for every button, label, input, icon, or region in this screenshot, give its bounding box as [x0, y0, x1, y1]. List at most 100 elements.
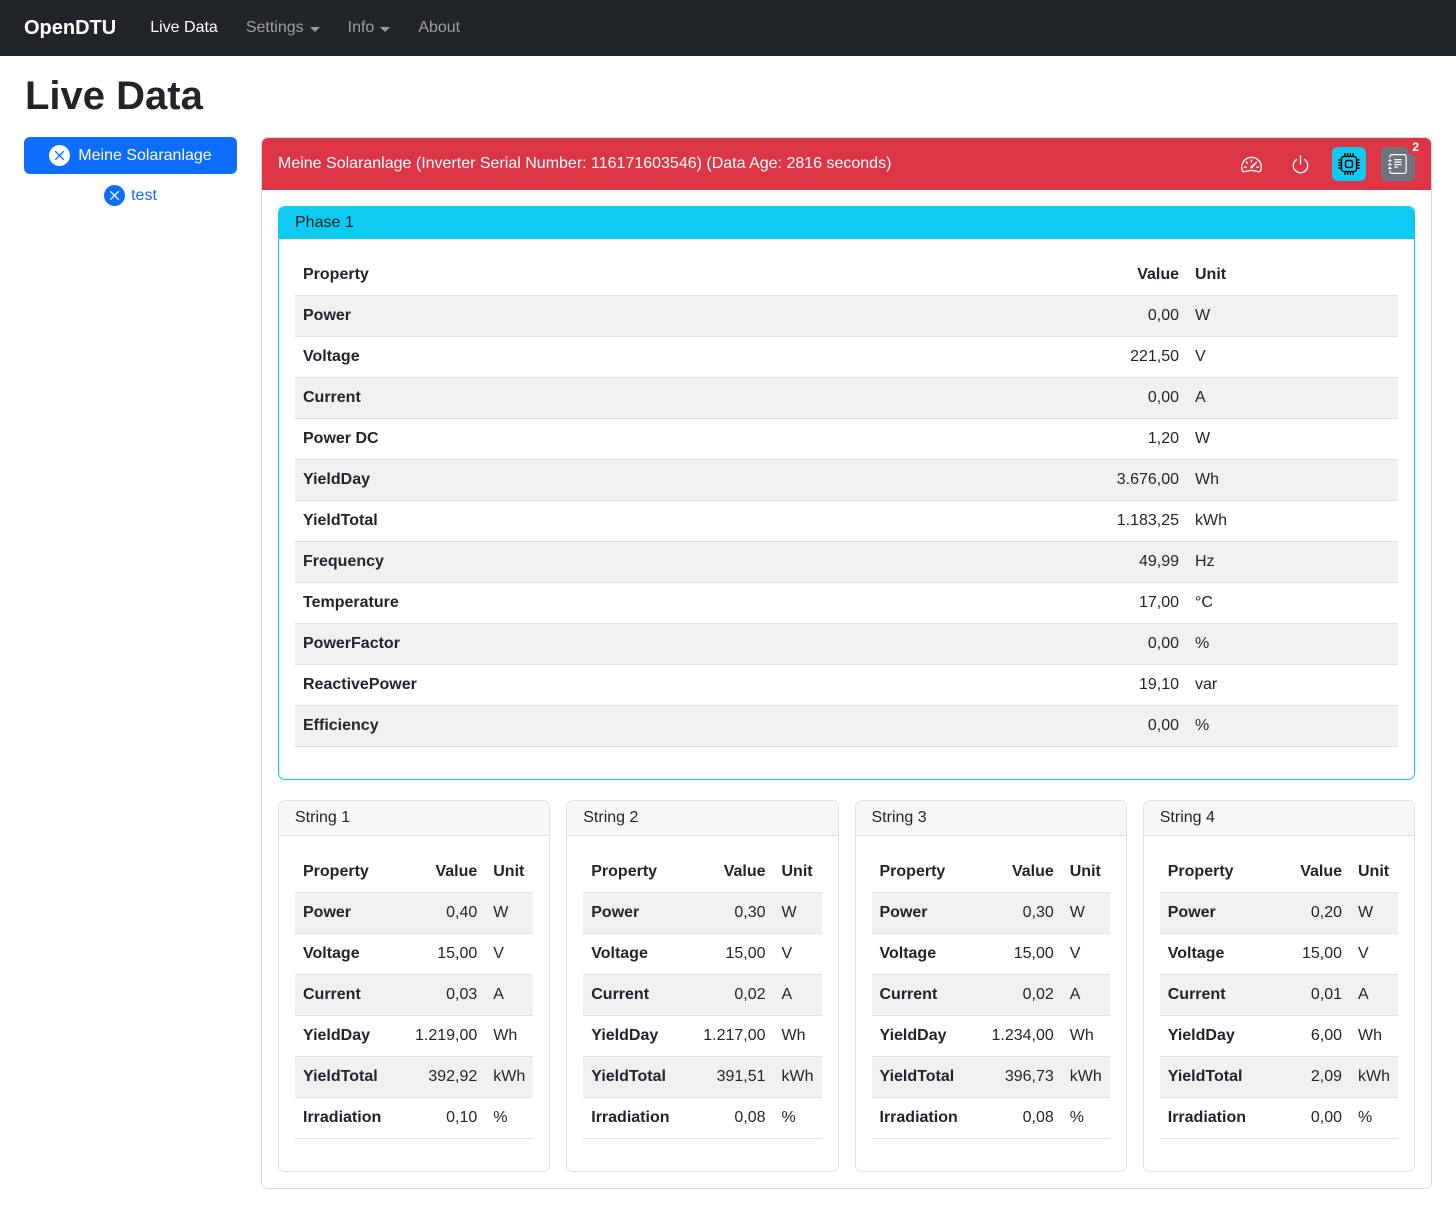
table-row: YieldTotal 392,92 kWh [295, 1056, 534, 1098]
value-cell: 15,00 [981, 933, 1062, 975]
property-cell: Current [583, 974, 694, 1016]
nav-item-about-label: About [418, 19, 461, 36]
table-row: Voltage 15,00 V [1159, 933, 1398, 975]
value-cell: 15,00 [1270, 933, 1350, 975]
inverter-toolbar: 2 [1234, 138, 1424, 181]
value-cell: 0,02 [981, 974, 1062, 1016]
unit-cell: Wh [1061, 1015, 1110, 1057]
strings-row: String 1 Property Value Unit Power 0,40 W Volt… [278, 800, 1415, 1172]
nav-item-info[interactable]: Info [340, 11, 399, 45]
property-cell: Efficiency [295, 705, 1037, 747]
unit-cell: Wh [773, 1015, 822, 1057]
column-header-property: Property [1159, 852, 1270, 893]
value-cell: 2,09 [1270, 1056, 1350, 1098]
property-cell: Irradiation [871, 1097, 982, 1139]
value-cell: 392,92 [405, 1056, 486, 1098]
unit-cell: A [1350, 974, 1398, 1016]
property-cell: PowerFactor [295, 623, 1037, 665]
unit-cell: % [1061, 1097, 1110, 1139]
value-cell: 0,00 [1270, 1097, 1350, 1139]
value-cell: 0,00 [1037, 705, 1187, 747]
nav-item-live-data-label: Live Data [150, 19, 218, 36]
column-header-property: Property [583, 852, 694, 893]
unit-cell: Wh [1350, 1015, 1398, 1057]
string-1-table: Property Value Unit Power 0,40 W Voltage 15,00 V… [295, 852, 534, 1139]
power-button[interactable] [1283, 147, 1317, 181]
table-row: Irradiation 0,10% [295, 1097, 534, 1139]
property-cell: Power [295, 295, 1037, 337]
chevron-down-icon [380, 26, 391, 32]
table-row: Power DC 1,20 W [295, 418, 1398, 460]
unit-cell: var [1187, 664, 1398, 706]
unit-cell: V [773, 933, 822, 975]
cpu-icon [1338, 153, 1360, 175]
event-log-button[interactable]: 2 [1381, 138, 1424, 181]
property-cell: Current [295, 974, 406, 1016]
table-row: YieldDay 3.676,00 Wh [295, 459, 1398, 501]
value-cell: 0,00 [1037, 623, 1187, 665]
property-cell: YieldDay [583, 1015, 694, 1057]
property-cell: Temperature [295, 582, 1037, 624]
table-row: YieldDay 1.219,00 Wh [295, 1015, 534, 1057]
nav-item-info-label: Info [347, 19, 375, 36]
value-cell: 221,50 [1037, 336, 1187, 378]
property-cell: Current [1159, 974, 1270, 1016]
table-row: PowerFactor 0,00% [295, 623, 1398, 665]
property-cell: Current [295, 377, 1037, 419]
value-cell: 15,00 [693, 933, 774, 975]
value-cell: 3.676,00 [1037, 459, 1187, 501]
value-cell: 0,30 [981, 892, 1062, 934]
nav-item-live-data[interactable]: Live Data [142, 11, 226, 45]
journal-text-icon [1388, 154, 1407, 174]
unit-cell: W [485, 892, 534, 934]
table-header-row: Property Value Unit [871, 852, 1110, 893]
property-cell: Irradiation [583, 1097, 694, 1139]
table-header-row: Property Value Unit [295, 852, 534, 893]
column-header-value: Value [405, 852, 486, 893]
property-cell: YieldDay [871, 1015, 982, 1057]
table-row: YieldDay 1.234,00 Wh [871, 1015, 1110, 1057]
nav-item-about[interactable]: About [410, 11, 468, 45]
unit-cell: kWh [1187, 500, 1398, 542]
value-cell: 396,73 [981, 1056, 1062, 1098]
value-cell: 17,00 [1037, 582, 1187, 624]
unit-cell: A [485, 974, 534, 1016]
property-cell: YieldDay [295, 459, 1037, 501]
nav-item-settings-label: Settings [245, 19, 304, 36]
unit-cell: % [485, 1097, 534, 1139]
phase-table: Property Value Unit Power 0,00 W Voltage 221,50… [295, 255, 1398, 747]
column-header-unit: Unit [1061, 852, 1110, 893]
string-2-table: Property Value Unit Power 0,30 W Voltage 15,00 V… [583, 852, 822, 1139]
value-cell: 1.217,00 [693, 1015, 774, 1057]
inverter-panel-title: Meine Solaranlage (Inverter Serial Numbe… [278, 155, 892, 172]
unit-cell: Hz [1187, 541, 1398, 583]
property-cell: Voltage [295, 336, 1037, 378]
unit-cell: V [1187, 336, 1398, 378]
column-header-value: Value [1037, 255, 1187, 296]
value-cell: 0,01 [1270, 974, 1350, 1016]
navbar-brand[interactable]: OpenDTU [24, 16, 117, 39]
table-row: Irradiation 0,08% [871, 1097, 1110, 1139]
inverter-button-meine-solaranlage[interactable]: Meine Solaranlage [24, 137, 237, 174]
limit-settings-button[interactable] [1234, 147, 1268, 181]
unit-cell: % [1350, 1097, 1398, 1139]
value-cell: 0,40 [405, 892, 486, 934]
unit-cell: °C [1187, 582, 1398, 624]
x-circle-icon [104, 185, 126, 206]
nav-item-settings[interactable]: Settings [238, 11, 328, 45]
unit-cell: kWh [485, 1056, 534, 1098]
device-info-button[interactable] [1332, 147, 1366, 181]
table-row: YieldTotal 391,51 kWh [583, 1056, 822, 1098]
property-cell: Current [871, 974, 982, 1016]
property-cell: YieldTotal [871, 1056, 982, 1098]
value-cell: 49,99 [1037, 541, 1187, 583]
property-cell: Voltage [871, 933, 982, 975]
value-cell: 1,20 [1037, 418, 1187, 460]
value-cell: 0,08 [981, 1097, 1062, 1139]
property-cell: YieldTotal [583, 1056, 694, 1098]
inverter-sidebar: Meine Solaranlage test [24, 137, 237, 206]
table-row: YieldDay 1.217,00 Wh [583, 1015, 822, 1057]
value-cell: 0,03 [405, 974, 486, 1016]
inverter-button-test[interactable]: test [24, 185, 237, 206]
value-cell: 0,10 [405, 1097, 486, 1139]
